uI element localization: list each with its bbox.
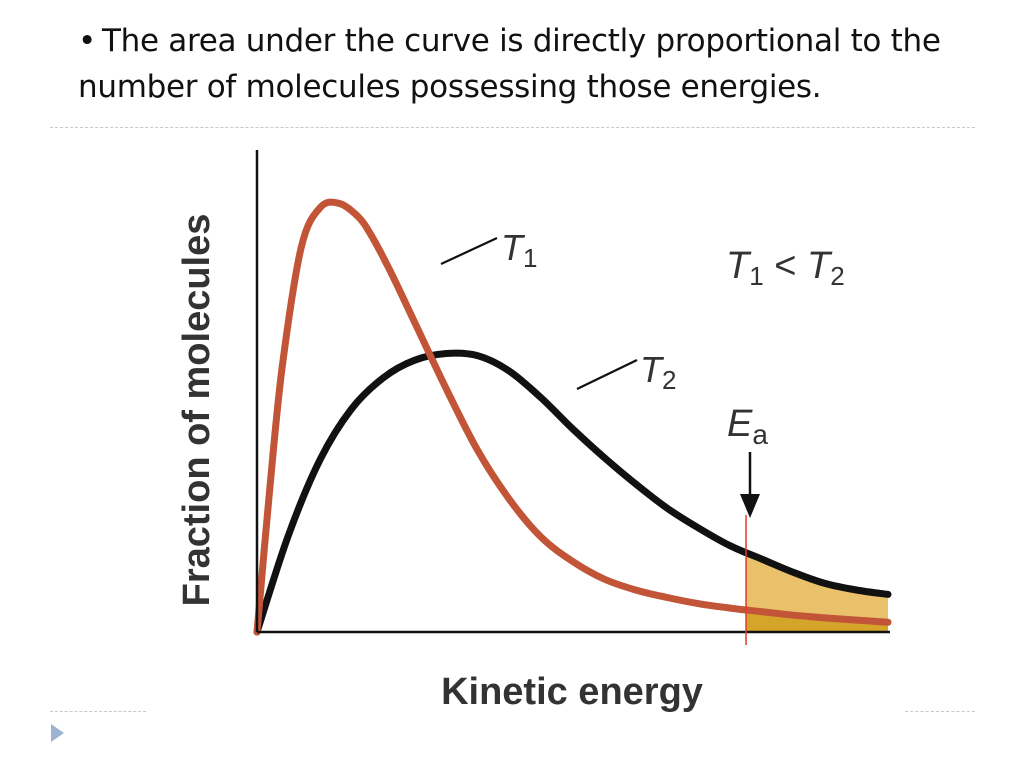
t1-label: T1 [501, 227, 537, 273]
ea-arrow-head [740, 494, 760, 518]
bottom-divider-right [905, 711, 975, 712]
t2-leader-line [576, 359, 638, 390]
y-axis-label: Fraction of molecules [176, 214, 218, 607]
bottom-divider-left [50, 711, 146, 712]
distribution-curves [253, 198, 892, 636]
top-divider [50, 127, 975, 128]
triangle-right-icon[interactable] [51, 724, 64, 742]
relation-label: T1 < T2 [726, 245, 845, 291]
t1-leader-line [440, 237, 498, 265]
bullet-text: The area under the curve is directly pro… [78, 23, 941, 105]
bullet-glyph: • [78, 23, 96, 59]
curve-t2 [253, 349, 892, 636]
ea-label: Ea [727, 403, 768, 450]
t2-label: T2 [640, 349, 676, 395]
bullet-point: • The area under the curve is directly pr… [78, 18, 978, 110]
curve-t1 [253, 198, 892, 636]
x-axis-label: Kinetic energy [441, 671, 703, 713]
